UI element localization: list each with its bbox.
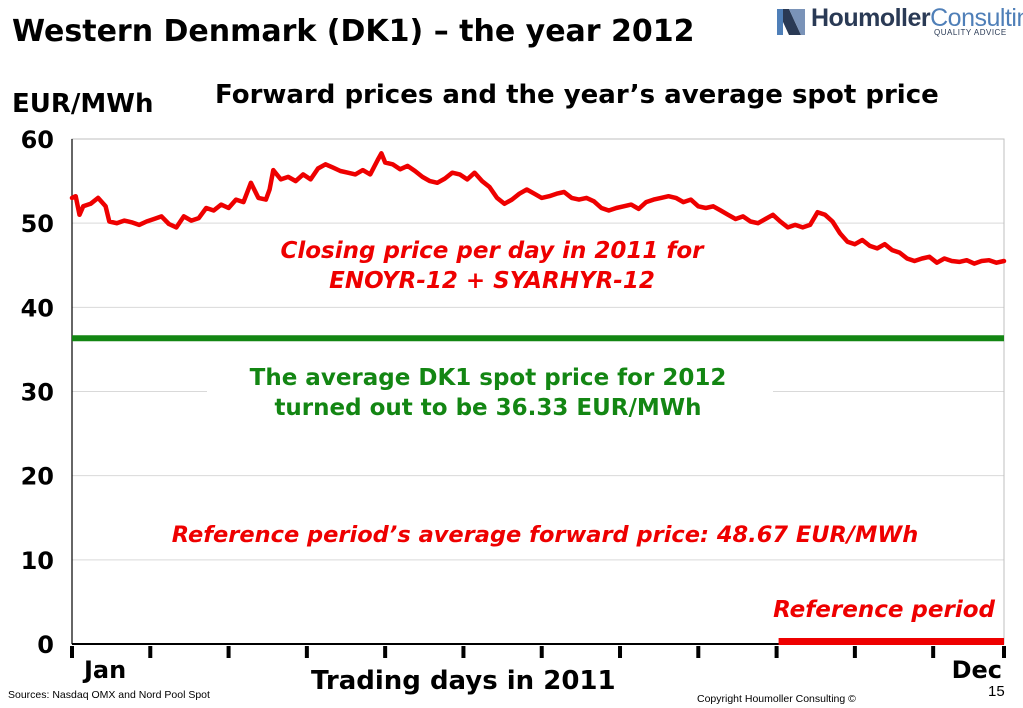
spot-label-bg (207, 357, 773, 429)
annotations: Closing price per day in 2011 for ENOYR-… (172, 238, 996, 623)
series (69, 151, 1007, 645)
y-tick-label: 60 (21, 126, 54, 154)
forward-price-line (69, 151, 1007, 266)
copyright-note: Copyright Houmoller Consulting © (697, 693, 856, 705)
logo-mark-icon (777, 9, 805, 35)
chart-title: Forward prices and the year’s average sp… (215, 80, 939, 110)
spot-label-line2: turned out to be 36.33 EUR/MWh (274, 395, 701, 421)
y-tick-label: 0 (37, 631, 54, 659)
y-tick-labels: 0 10 20 30 40 50 60 (21, 126, 54, 659)
y-tick-label: 10 (21, 547, 54, 575)
sources-note: Sources: Nasdaq OMX and Nord Pool Spot (8, 689, 210, 701)
gridlines (72, 138, 1004, 561)
forward-series-label-line2: ENOYR-12 + SYARHYR-12 (329, 268, 655, 294)
logo-tagline: QUALITY ADVICE (934, 28, 1007, 37)
y-tick-label: 30 (21, 379, 54, 407)
x-tick-label-last: Dec (952, 656, 1002, 684)
x-tick-label-first: Jan (82, 656, 126, 684)
houmoller-logo (775, 3, 1020, 47)
x-axis-title: Trading days in 2011 (311, 666, 616, 696)
page-number: 15 (988, 683, 1005, 700)
spot-label-line1: The average DK1 spot price for 2012 (250, 365, 727, 391)
y-axis-label: EUR/MWh (12, 89, 154, 119)
x-ticks: Jan Dec (70, 646, 1006, 684)
logo-word-bold: Houmoller (811, 4, 931, 32)
reference-period-label: Reference period (773, 597, 995, 623)
y-tick-label: 50 (21, 210, 54, 238)
y-tick-label: 20 (21, 463, 54, 491)
forward-series-label-line1: Closing price per day in 2011 for (280, 238, 705, 264)
reference-average-label: Reference period’s average forward price… (172, 522, 919, 548)
logo-word-light: Consulting (930, 4, 1023, 32)
y-tick-label: 40 (21, 294, 54, 322)
page-title: Western Denmark (DK1) – the year 2012 (12, 14, 695, 49)
